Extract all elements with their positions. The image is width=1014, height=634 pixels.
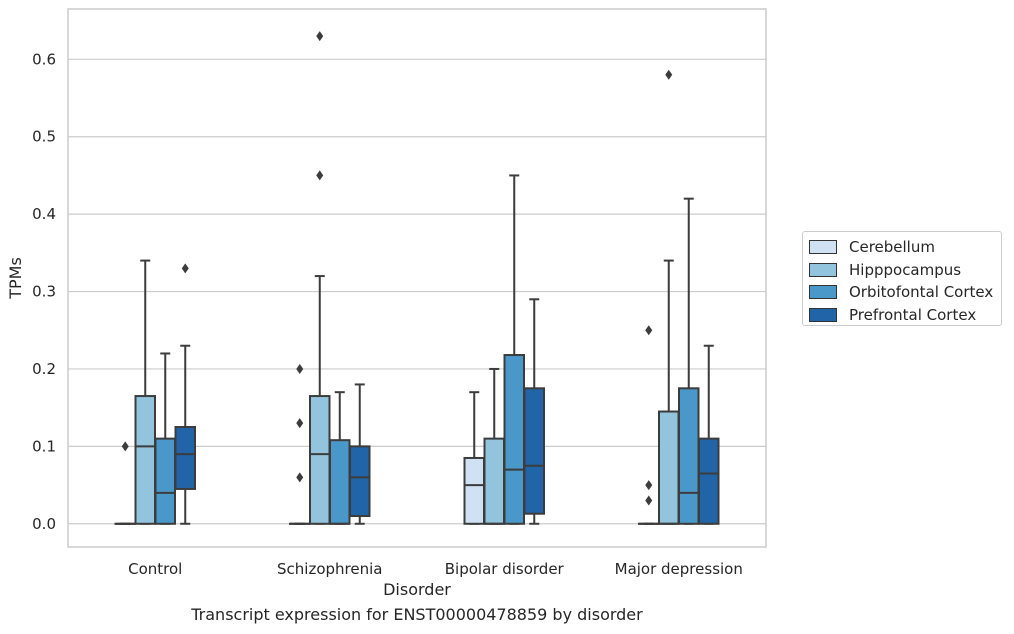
legend-item: Prefrontal Cortex [807,304,1001,327]
x-tick-label: Major depression [615,560,743,578]
outlier-point [645,480,653,491]
y-tick-label: 0.6 [32,50,56,68]
legend-label: Hipppocampus [849,260,962,279]
x-tick-label: Bipolar disorder [445,560,565,578]
y-tick-label: 0.3 [32,283,56,301]
chart-caption: Transcript expression for ENST0000047885… [191,605,643,624]
plot-frame [67,8,767,548]
legend-swatch [809,285,837,300]
box-prefrontal-cortex-major-depression [698,437,720,525]
box-hipppocampus-major-depression [658,410,680,525]
box-hipppocampus-control [134,395,156,525]
legend-item: Hipppocampus [807,259,1001,282]
box-hipppocampus-bipolar-disorder [483,437,505,525]
outlier-point [296,472,304,483]
chart-legend: Cerebellum Hipppocampus Orbitofontal Corte… [802,231,1002,326]
legend-swatch [809,240,837,255]
outlier-point [645,495,653,506]
box-orbitofontal-cortex-schizophrenia [329,439,351,525]
legend-item: Orbitofontal Cortex [807,281,1001,304]
outlier-point [665,69,673,80]
x-tick-label: Schizophrenia [277,560,382,578]
outlier-point [181,263,189,274]
legend-label: Orbitofontal Cortex [849,283,994,302]
box-orbitofontal-cortex-major-depression [678,387,700,525]
box-cerebellum-bipolar-disorder [463,456,485,525]
legend-item: Cerebellum [807,236,1001,259]
y-tick-label: 0.0 [32,515,56,533]
outlier-point [316,31,324,42]
box-hipppocampus-schizophrenia [309,395,331,525]
outlier-point [296,363,304,374]
y-tick-label: 0.2 [32,360,56,378]
legend-label: Prefrontal Cortex [849,305,977,324]
y-tick-label: 0.4 [32,205,56,223]
box-prefrontal-cortex-bipolar-disorder [523,387,545,515]
outlier-point [316,170,324,181]
box-prefrontal-cortex-schizophrenia [349,445,371,518]
outlier-point [121,441,129,452]
legend-swatch [809,307,837,322]
legend-label: Cerebellum [849,238,935,257]
outlier-point [645,325,653,336]
y-axis-label: TPMs [6,257,25,300]
outlier-point [296,418,304,429]
box-prefrontal-cortex-control [174,426,196,490]
x-axis-label: Disorder [383,580,451,599]
box-orbitofontal-cortex-control [154,437,176,525]
legend-swatch [809,262,837,277]
x-tick-label: Control [128,560,182,578]
y-tick-label: 0.5 [32,128,56,146]
box-orbitofontal-cortex-bipolar-disorder [503,354,525,525]
y-tick-label: 0.1 [32,437,56,455]
